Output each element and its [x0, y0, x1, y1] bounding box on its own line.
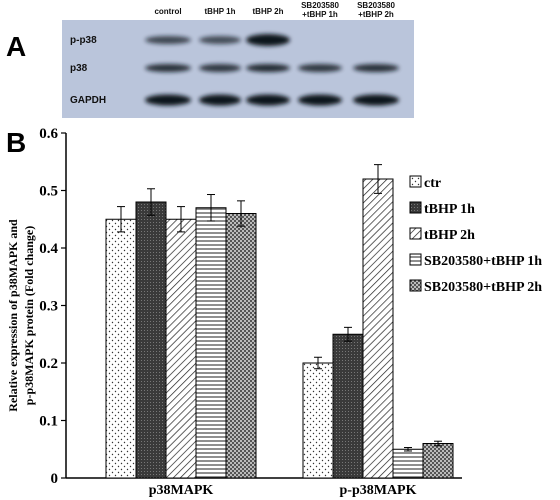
band-GAPDH-lane-2: [199, 94, 241, 106]
y-tick-label: 0.5: [39, 184, 58, 200]
band-p-p38-lane-3: [246, 34, 290, 46]
bar-p-p38MAPK-4: [392, 448, 424, 479]
y-tick-label: 0.2: [39, 356, 58, 372]
band-GAPDH-lane-3: [246, 94, 290, 106]
category-label-2: p-p38MAPK: [340, 483, 417, 498]
band-p-p38-lane-2: [199, 36, 241, 44]
y-tick-label: 0.6: [39, 126, 58, 142]
bar-p-p38MAPK-2: [332, 333, 364, 479]
chart-legend: ctr tBHP 1h tBHP 2h SB203580+tBHP 1h SB20358…: [409, 175, 542, 295]
legend-label-5: SB203580+tBHP 2h: [424, 280, 542, 295]
lane-label-4-line-2: +tBHP 1h: [302, 10, 338, 19]
legend-label-1: ctr: [424, 176, 441, 191]
lane-label-2: tBHP 1h: [205, 7, 236, 16]
band-p38-lane-4: [298, 64, 342, 72]
bar-p38MAPK-2: [135, 201, 167, 479]
legend-label-3: tBHP 2h: [424, 228, 475, 243]
lane-label-5-line-1: SB203580: [357, 1, 395, 10]
bar-chart: 0 0.1 0.2 0.3 0.4 0.5 0.6 Relative expression o…: [6, 126, 462, 498]
lane-label-5-line-2: +tBHP 2h: [358, 10, 394, 19]
bar-p-p38MAPK-1: [302, 362, 334, 479]
band-p38-lane-3: [246, 64, 290, 72]
bar-p38MAPK-3: [165, 218, 197, 479]
band-p38-lane-2: [199, 64, 241, 72]
panel-a-letter: A: [6, 31, 26, 62]
y-tick-label: 0.1: [39, 414, 58, 430]
legend-label-4: SB203580+tBHP 1h: [424, 254, 542, 269]
band-GAPDH-lane-5: [353, 94, 399, 106]
y-axis-title-line-1: Relative expression of p38MAPK and: [6, 219, 20, 412]
lane-label-3: tBHP 2h: [253, 7, 284, 16]
legend-swatch-3: [409, 227, 422, 240]
legend-swatch-2: [409, 201, 422, 214]
bar-p-p38MAPK-5: [422, 443, 454, 479]
bar-p38MAPK-1: [105, 218, 137, 479]
legend-swatch-5: [409, 279, 422, 292]
band-p-p38-lane-1: [145, 36, 191, 44]
lane-label-1: control: [154, 7, 181, 16]
bar-p38MAPK-4: [195, 207, 227, 479]
blot-row-label-3: GAPDH: [70, 95, 106, 106]
lane-label-4-line-1: SB203580: [301, 1, 339, 10]
y-tick-label: 0.3: [39, 299, 58, 315]
band-GAPDH-lane-1: [145, 94, 191, 106]
panel-b-letter: B: [6, 127, 26, 158]
bar-p38MAPK-5: [225, 213, 257, 479]
band-p38-lane-1: [145, 64, 191, 72]
legend-label-2: tBHP 1h: [424, 202, 475, 217]
y-axis-title-line-2: p-p38MAPK protein (Fold change): [22, 226, 36, 405]
category-label-1: p38MAPK: [149, 483, 214, 498]
y-tick-label: 0: [51, 471, 59, 487]
legend-swatch-1: [409, 175, 422, 188]
legend-swatch-4: [409, 253, 422, 266]
band-GAPDH-lane-4: [298, 94, 342, 106]
bar-p-p38MAPK-3: [362, 178, 394, 479]
blot-row-label-1: p-p38: [70, 35, 97, 46]
y-tick-label: 0.4: [39, 241, 58, 257]
band-p38-lane-5: [353, 64, 399, 72]
blot-row-label-2: p38: [70, 63, 88, 74]
